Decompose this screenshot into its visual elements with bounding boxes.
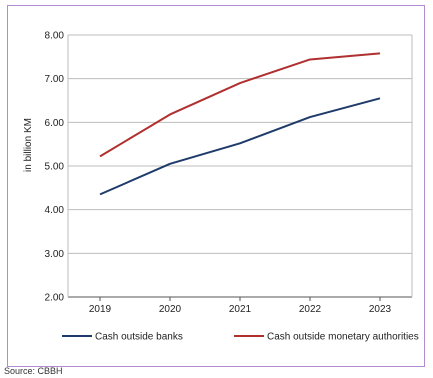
x-tick-label: 2020: [159, 304, 182, 315]
y-tick-label: 3.00: [45, 249, 65, 260]
series-line-2: [99, 52, 381, 158]
y-tick-label: 2.00: [45, 293, 65, 304]
legend-label-1: Cash outside banks: [95, 332, 183, 343]
x-tick-label: 2021: [229, 304, 252, 315]
y-tick-label: 6.00: [45, 118, 65, 129]
y-tick-label: 5.00: [45, 162, 65, 173]
y-tick-label: 8.00: [45, 31, 65, 42]
x-tick-label: 2023: [369, 304, 392, 315]
y-axis-label: in billion KM: [23, 118, 34, 172]
source-note: Source: CBBH: [4, 366, 63, 376]
y-tick-label: 4.00: [45, 205, 65, 216]
x-tick-label: 2019: [89, 304, 112, 315]
series-line-1: [99, 97, 381, 196]
legend-label-2: Cash outside monetary authorities: [267, 332, 419, 343]
x-tick-label: 2022: [299, 304, 322, 315]
chart-frame: [7, 5, 425, 367]
y-tick-label: 7.00: [45, 74, 65, 85]
